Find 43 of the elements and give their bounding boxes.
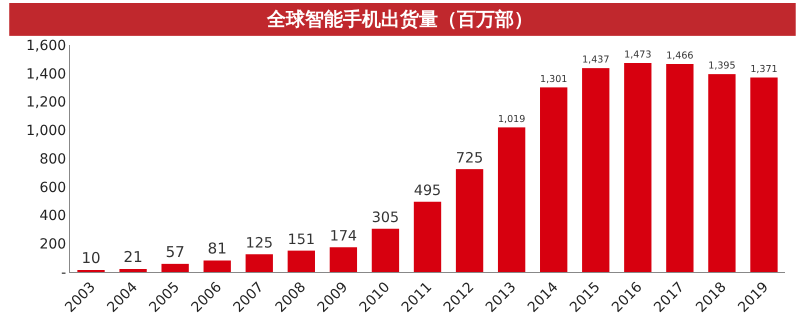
- chart-title: 全球智能手机出货量（百万部）: [266, 8, 533, 31]
- data-label: 1,466: [666, 50, 694, 62]
- bar: [372, 228, 400, 272]
- bar: [161, 264, 189, 272]
- bar: [288, 250, 315, 272]
- data-label: 57: [166, 242, 185, 261]
- data-label: 81: [208, 240, 227, 258]
- bar: [666, 64, 694, 272]
- bar: [330, 247, 358, 272]
- bar: [624, 63, 652, 272]
- y-tick-label: 1,000: [26, 123, 66, 140]
- bar: [456, 169, 484, 272]
- data-label: 1,395: [708, 60, 736, 72]
- bar: [119, 269, 147, 272]
- data-label: 151: [288, 232, 315, 248]
- data-label: 1,437: [582, 54, 610, 66]
- data-label: 1,473: [624, 49, 652, 60]
- bar: [750, 77, 778, 272]
- data-label: 305: [372, 210, 400, 226]
- y-tick-label: -: [61, 264, 66, 281]
- y-tick-label: 1,400: [26, 66, 66, 82]
- bar: [204, 260, 231, 272]
- data-label: 10: [81, 249, 101, 267]
- bar: [498, 127, 526, 272]
- data-label: 495: [414, 182, 442, 199]
- bar: [708, 74, 736, 272]
- y-tick-label: 200: [39, 236, 66, 253]
- y-tick-label: 400: [39, 208, 66, 224]
- y-tick-label: 600: [39, 180, 66, 196]
- data-label: 725: [456, 150, 484, 166]
- bar: [540, 87, 568, 272]
- data-label: 21: [124, 248, 143, 266]
- data-label: 1,301: [540, 74, 568, 85]
- data-label: 1,019: [498, 114, 526, 125]
- y-tick-label: 1,600: [26, 38, 66, 54]
- y-tick-label: 800: [39, 151, 66, 168]
- y-tick-label: 1,200: [26, 94, 66, 111]
- data-label: 125: [246, 235, 273, 252]
- bar: [246, 254, 273, 272]
- bar: [414, 202, 442, 272]
- bar: [582, 68, 610, 272]
- data-label: 1,371: [750, 64, 778, 75]
- data-label: 174: [330, 228, 358, 244]
